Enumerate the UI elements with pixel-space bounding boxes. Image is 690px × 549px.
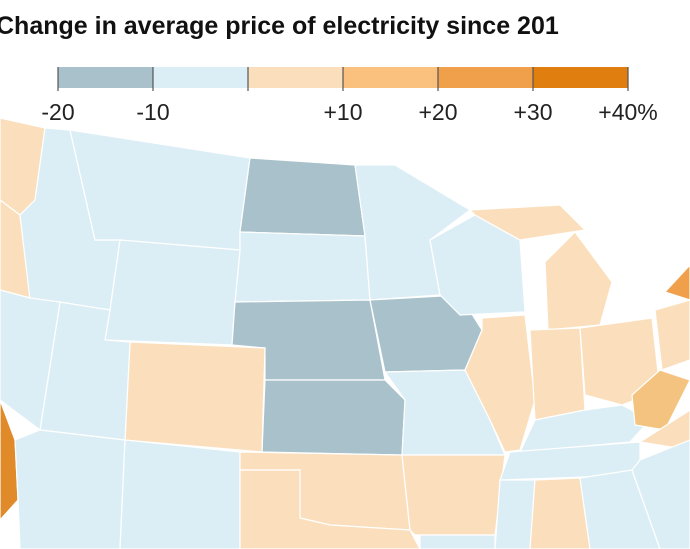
state <box>579 469 661 549</box>
state <box>529 327 586 421</box>
legend: -20 -10 +10 +20 +30 +40% <box>41 67 658 125</box>
state <box>638 409 690 451</box>
legend-swatch <box>438 67 533 88</box>
legend-swatch <box>533 67 628 88</box>
legend-label: -10 <box>136 99 169 125</box>
legend-swatch <box>343 67 438 88</box>
state <box>234 231 371 303</box>
state <box>261 379 406 456</box>
state <box>14 429 126 549</box>
legend-label: +40% <box>598 99 657 125</box>
legend-label: +20 <box>418 99 457 125</box>
state <box>69 129 251 251</box>
legend-swatch <box>248 67 343 88</box>
state <box>631 369 690 431</box>
state <box>544 231 613 331</box>
legend-swatch <box>58 67 153 88</box>
legend-swatch <box>153 67 248 88</box>
legend-label: +10 <box>323 99 362 125</box>
state <box>419 534 496 549</box>
state <box>124 341 266 453</box>
state <box>239 469 421 549</box>
state <box>663 264 690 301</box>
state <box>468 204 587 241</box>
state <box>654 299 690 371</box>
state <box>464 314 536 453</box>
state <box>0 399 19 521</box>
state <box>631 439 690 549</box>
state <box>119 439 241 549</box>
state <box>494 479 536 549</box>
state <box>401 454 506 536</box>
state <box>529 477 591 549</box>
legend-label: +30 <box>513 99 552 125</box>
state-map <box>0 117 690 549</box>
map-title: Change in average price of electricity s… <box>0 12 559 40</box>
legend-label: -20 <box>41 99 74 125</box>
state <box>239 157 366 237</box>
state <box>0 289 61 432</box>
state <box>104 239 241 346</box>
